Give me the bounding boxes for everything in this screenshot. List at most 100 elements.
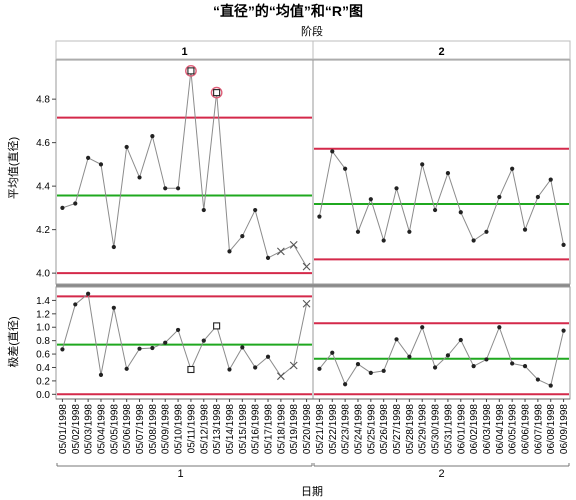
range-point — [548, 383, 553, 388]
mean-flag-ring — [185, 64, 197, 77]
x-tick-label: 05/24/1998 — [353, 404, 364, 454]
x-tick-label: 06/05/1998 — [508, 404, 519, 454]
mean-point — [522, 227, 528, 232]
mean-point — [445, 170, 451, 176]
mean-point — [548, 177, 553, 182]
range-point — [302, 299, 311, 308]
chart-title: “直径”的“均值”和“R”图 — [213, 3, 363, 19]
range-point — [471, 364, 476, 369]
x-tick-label: 06/03/1998 — [482, 404, 493, 454]
x-tick-label: 05/25/1998 — [366, 404, 377, 454]
range-point — [213, 322, 221, 330]
mean-point — [276, 247, 285, 256]
range-point — [561, 328, 566, 333]
range-point — [124, 366, 129, 371]
x-tick-label: 06/04/1998 — [495, 404, 506, 454]
range-point — [73, 302, 78, 307]
x-tick-label: 05/21/1998 — [315, 404, 326, 454]
phase-axis-label-2: 2 — [438, 468, 444, 480]
range-point — [458, 337, 463, 343]
mean-point — [175, 186, 181, 191]
range-point — [227, 367, 232, 372]
range-point — [163, 340, 168, 345]
mean-y-tick-label: 4.8 — [36, 95, 50, 106]
range-point — [445, 353, 451, 358]
range-point — [175, 327, 181, 333]
mean-point — [86, 155, 91, 160]
x-tick-label: 06/02/1998 — [469, 404, 480, 454]
mean-point — [60, 205, 65, 210]
range-point — [317, 366, 322, 371]
phase-axis-label-1: 1 — [177, 468, 183, 480]
mean-point — [432, 207, 438, 213]
mean-y-tick-label: 4.2 — [36, 225, 50, 236]
mean-series-line — [318, 150, 565, 245]
mean-point — [163, 186, 168, 191]
x-tick-label: 05/17/1998 — [264, 404, 275, 454]
range-point — [276, 372, 285, 381]
range-point — [137, 346, 142, 351]
phase-header-2: 2 — [438, 46, 444, 58]
phase-header-box — [312, 40, 571, 60]
x-tick-label: 06/06/1998 — [521, 404, 532, 454]
range-point — [355, 362, 361, 367]
range-y-tick-label: 0.8 — [36, 336, 50, 347]
range-point — [265, 354, 271, 359]
x-tick-label: 06/09/1998 — [559, 404, 570, 454]
x-tick-label: 05/14/1998 — [225, 404, 236, 454]
range-point — [201, 338, 206, 343]
mean-y-axis-label: 平均值(直径) — [6, 137, 20, 199]
range-point — [497, 325, 502, 330]
mean-point — [355, 229, 361, 234]
x-tick-label: 05/15/1998 — [238, 404, 249, 454]
range-y-tick-label: 0.2 — [36, 376, 50, 387]
range-point — [394, 337, 399, 342]
mean-point — [201, 207, 206, 213]
range-y-axis-label: 极差(直径) — [6, 316, 20, 367]
mean-point — [98, 162, 104, 167]
range-point — [535, 377, 540, 382]
mean-point — [137, 175, 142, 180]
mean-point — [343, 166, 348, 171]
mean-point — [265, 255, 271, 261]
range-point — [368, 370, 373, 375]
x-tick-label: 05/07/1998 — [135, 404, 146, 454]
mean-flag-ring — [210, 86, 223, 99]
mean-point — [420, 162, 425, 167]
x-tick-label: 05/09/1998 — [161, 404, 172, 454]
x-tick-label: 05/28/1998 — [405, 404, 416, 454]
phase-bracket — [313, 463, 570, 467]
mean-point — [213, 89, 221, 97]
x-tick-label: 05/11/1998 — [186, 404, 197, 454]
range-point — [98, 372, 104, 377]
range-series-line — [319, 325, 565, 387]
mean-point — [381, 238, 386, 243]
x-tick-label: 06/08/1998 — [546, 404, 557, 454]
range-point — [289, 361, 298, 370]
x-tick-label: 05/12/1998 — [199, 404, 210, 454]
mean-point — [187, 67, 195, 75]
mean-point — [253, 207, 258, 213]
mean-y-tick-label: 4.4 — [36, 182, 50, 193]
mean-point — [111, 244, 116, 250]
x-tick-label: 05/30/1998 — [431, 404, 442, 454]
range-point — [187, 365, 195, 374]
x-tick-label: 05/23/1998 — [341, 404, 352, 454]
range-y-tick-label: 1.2 — [36, 309, 50, 320]
x-tick-label: 05/06/1998 — [122, 404, 133, 454]
x-tick-label: 05/20/1998 — [302, 404, 313, 454]
range-series-line — [61, 292, 308, 377]
mean-point — [302, 262, 311, 271]
range-point — [381, 368, 386, 373]
x-tick-label: 05/29/1998 — [418, 404, 429, 454]
mean-point — [471, 238, 476, 243]
phase-header-1: 1 — [181, 46, 187, 58]
range-point — [343, 382, 348, 387]
range-y-tick-label: 1.4 — [36, 296, 50, 307]
range-point — [522, 364, 528, 369]
x-tick-label: 05/27/1998 — [392, 404, 403, 454]
mean-point — [289, 240, 298, 249]
range-point — [420, 325, 425, 330]
range-point — [432, 365, 438, 370]
x-axis-label: 日期 — [301, 485, 323, 498]
